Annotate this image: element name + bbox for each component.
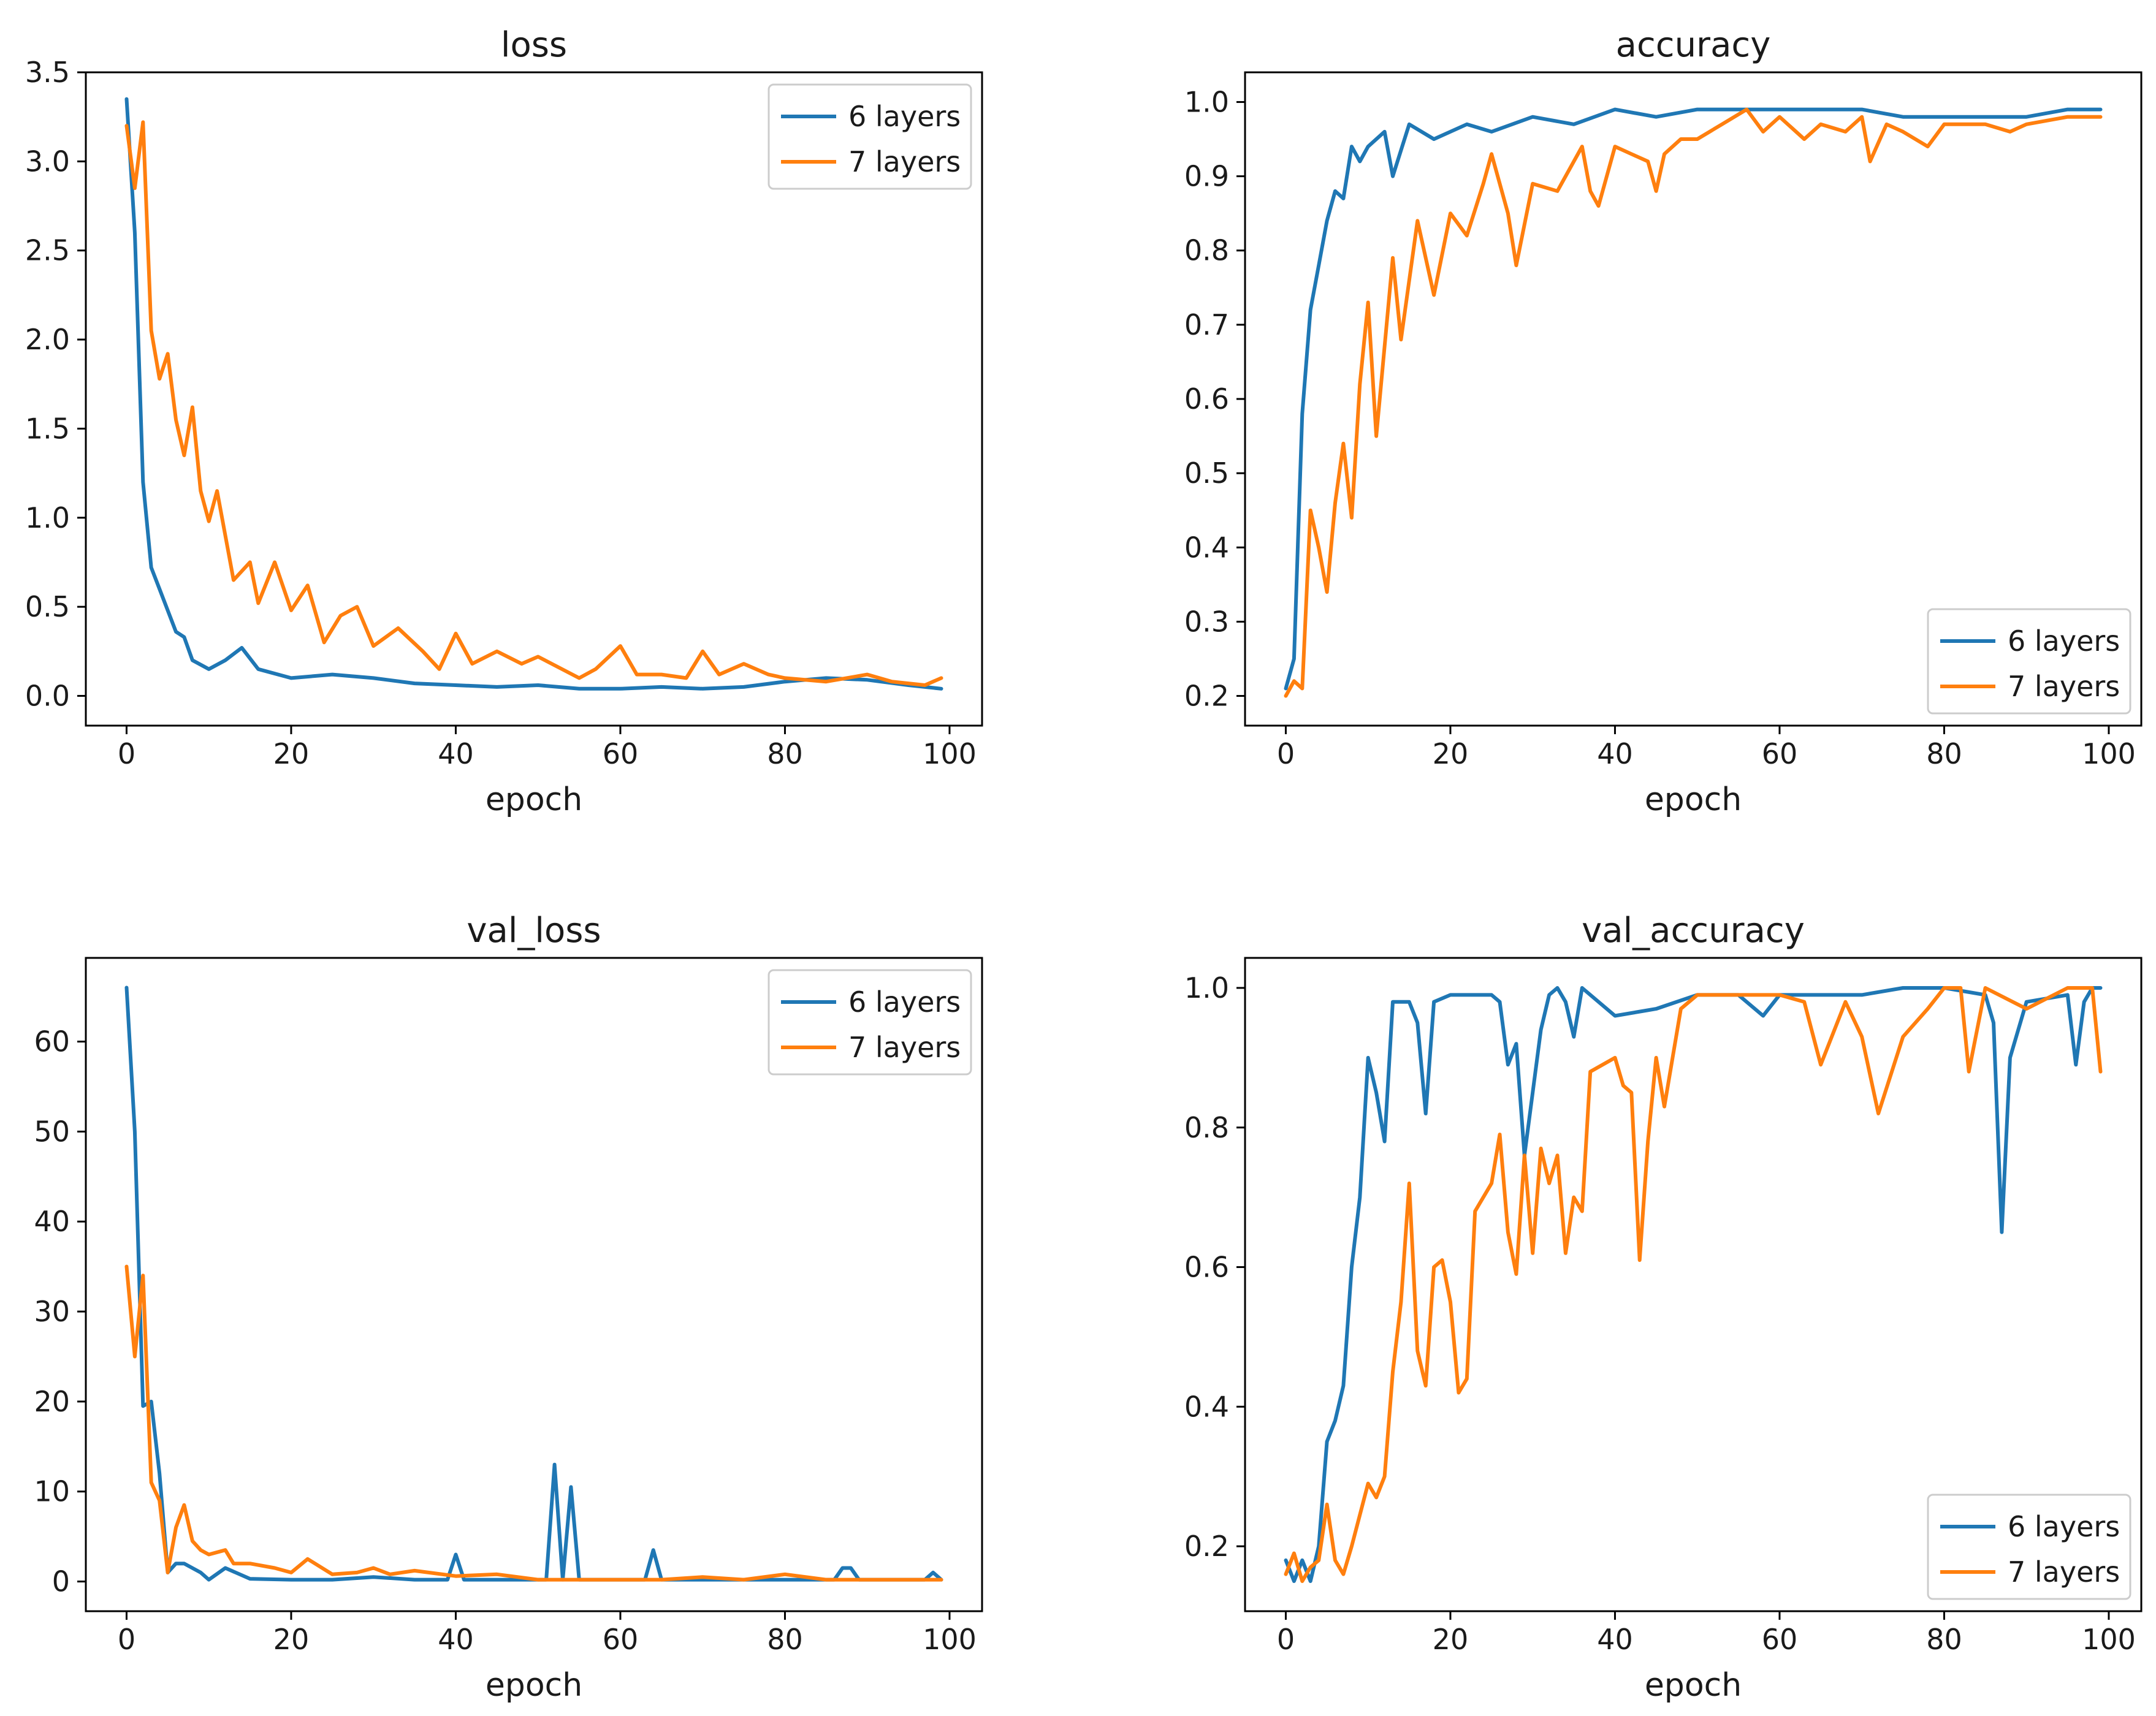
legend-loss: 6 layers 7 layers [768, 83, 972, 190]
series-line-val_accuracy-0 [1284, 986, 2103, 1583]
y-tick-label-val_loss-4: 40 [34, 1205, 70, 1238]
y-tick-label-loss-7: 3.5 [25, 56, 70, 89]
y-tick-label-val_loss-6: 60 [34, 1025, 70, 1058]
legend-label-val_loss-0: 6 layers [848, 985, 961, 1019]
y-tick-label-loss-2: 1.0 [25, 501, 70, 534]
x-tick-label-accuracy-3: 60 [1762, 737, 1798, 770]
series-line-val_loss-1 [124, 1264, 943, 1582]
y-tick-label-accuracy-6: 0.8 [1184, 234, 1229, 267]
x-axis-label-val_loss: epoch [486, 1667, 582, 1704]
y-tick-label-loss-0: 0.0 [25, 679, 70, 712]
y-tick-label-loss-4: 2.0 [25, 323, 70, 356]
y-tick-label-loss-1: 0.5 [25, 590, 70, 623]
y-tick-label-accuracy-2: 0.4 [1184, 531, 1229, 564]
legend-label-accuracy-0: 6 layers [2008, 625, 2120, 658]
x-tick-label-val_accuracy-2: 40 [1597, 1623, 1633, 1656]
x-tick-label-loss-2: 40 [438, 737, 474, 770]
chart-title-accuracy: accuracy [1616, 25, 1771, 65]
x-tick-label-accuracy-4: 80 [1926, 737, 1962, 770]
y-tick-label-val_accuracy-0: 0.2 [1184, 1530, 1229, 1563]
x-tick-label-loss-1: 20 [273, 737, 310, 770]
series-line-accuracy-0 [1284, 107, 2103, 691]
y-tick-label-accuracy-8: 1.0 [1184, 85, 1229, 118]
chart-title-val_accuracy: val_accuracy [1582, 911, 1805, 951]
legend-accuracy: 6 layers 7 layers [1927, 608, 2131, 715]
series-line-val_loss-0 [124, 985, 943, 1582]
y-tick-label-val_loss-2: 20 [34, 1385, 70, 1418]
x-tick-label-accuracy-2: 40 [1597, 737, 1633, 770]
y-tick-label-val_loss-0: 0 [52, 1565, 70, 1598]
x-tick-label-val_accuracy-5: 100 [2082, 1623, 2136, 1656]
plot-frame-val_accuracy [1244, 957, 2143, 1612]
chart-val_accuracy: 0 20 40 60 80 100 0.2 0.4 0.6 0.8 1.0 val_accuracye… [1184, 911, 2143, 1704]
x-tick-label-val_accuracy-3: 60 [1762, 1623, 1798, 1656]
y-tick-label-val_accuracy-1: 0.4 [1184, 1390, 1229, 1423]
x-tick-label-accuracy-0: 0 [1277, 737, 1295, 770]
chart-accuracy: 0 20 40 60 80 100 0.2 0.3 0.4 0.5 0.6 0.7 0.8 0.9 1.0 a… [1184, 25, 2143, 818]
x-tick-label-loss-4: 80 [767, 737, 803, 770]
x-tick-label-loss-3: 60 [603, 737, 639, 770]
chart-title-loss: loss [501, 25, 567, 65]
y-tick-label-accuracy-7: 0.9 [1184, 160, 1229, 193]
plot-frame-val_loss [85, 957, 983, 1612]
legend-label-val_accuracy-1: 7 layers [2008, 1555, 2120, 1589]
x-tick-label-loss-0: 0 [118, 737, 135, 770]
plot-frame-loss [85, 71, 983, 727]
legend-val_accuracy: 6 layers 7 layers [1927, 1494, 2131, 1600]
y-tick-label-val_loss-3: 30 [34, 1295, 70, 1328]
y-tick-label-accuracy-1: 0.3 [1184, 605, 1229, 638]
y-tick-label-loss-6: 3.0 [25, 145, 70, 178]
y-tick-label-val_accuracy-2: 0.6 [1184, 1251, 1229, 1284]
legend-label-val_accuracy-0: 6 layers [2008, 1510, 2120, 1543]
x-tick-label-accuracy-5: 100 [2082, 737, 2136, 770]
y-tick-label-accuracy-3: 0.5 [1184, 457, 1229, 490]
y-tick-label-accuracy-5: 0.7 [1184, 308, 1229, 341]
y-tick-label-val_accuracy-4: 1.0 [1184, 971, 1229, 1004]
legend-label-loss-0: 6 layers [848, 100, 961, 133]
y-tick-label-loss-3: 1.5 [25, 412, 70, 445]
y-tick-label-loss-5: 2.5 [25, 234, 70, 267]
x-tick-label-val_loss-3: 60 [603, 1623, 639, 1656]
x-tick-label-val_loss-5: 100 [923, 1623, 977, 1656]
series-line-loss-1 [124, 120, 943, 687]
x-tick-label-accuracy-1: 20 [1433, 737, 1469, 770]
chart-title-val_loss: val_loss [467, 911, 601, 951]
y-tick-label-val_loss-1: 10 [34, 1475, 70, 1508]
chart-loss: 0 20 40 60 80 100 0.0 0.5 1.0 1.5 2.0 2.5 3.0 3.5 loss… [25, 25, 983, 818]
legend-val_loss: 6 layers 7 layers [768, 969, 972, 1076]
x-tick-label-val_accuracy-4: 80 [1926, 1623, 1962, 1656]
legend-label-loss-1: 7 layers [848, 145, 961, 178]
series-line-val_accuracy-1 [1284, 986, 2103, 1583]
y-tick-label-accuracy-4: 0.6 [1184, 382, 1229, 416]
y-tick-label-val_accuracy-3: 0.8 [1184, 1111, 1229, 1144]
x-axis-label-val_accuracy: epoch [1645, 1667, 1742, 1704]
x-tick-label-val_loss-1: 20 [273, 1623, 310, 1656]
y-tick-label-val_loss-5: 50 [34, 1115, 70, 1148]
x-tick-label-val_loss-4: 80 [767, 1623, 803, 1656]
series-line-loss-0 [124, 97, 943, 691]
x-axis-label-loss: epoch [486, 781, 582, 818]
x-tick-label-val_accuracy-0: 0 [1277, 1623, 1295, 1656]
x-tick-label-val_loss-0: 0 [118, 1623, 135, 1656]
y-tick-label-accuracy-0: 0.2 [1184, 680, 1229, 713]
x-tick-label-val_loss-2: 40 [438, 1623, 474, 1656]
x-tick-label-val_accuracy-1: 20 [1433, 1623, 1469, 1656]
series-line-accuracy-1 [1284, 107, 2103, 698]
x-tick-label-loss-5: 100 [923, 737, 977, 770]
legend-label-val_loss-1: 7 layers [848, 1031, 961, 1064]
legend-label-accuracy-1: 7 layers [2008, 670, 2120, 703]
x-axis-label-accuracy: epoch [1645, 781, 1742, 818]
